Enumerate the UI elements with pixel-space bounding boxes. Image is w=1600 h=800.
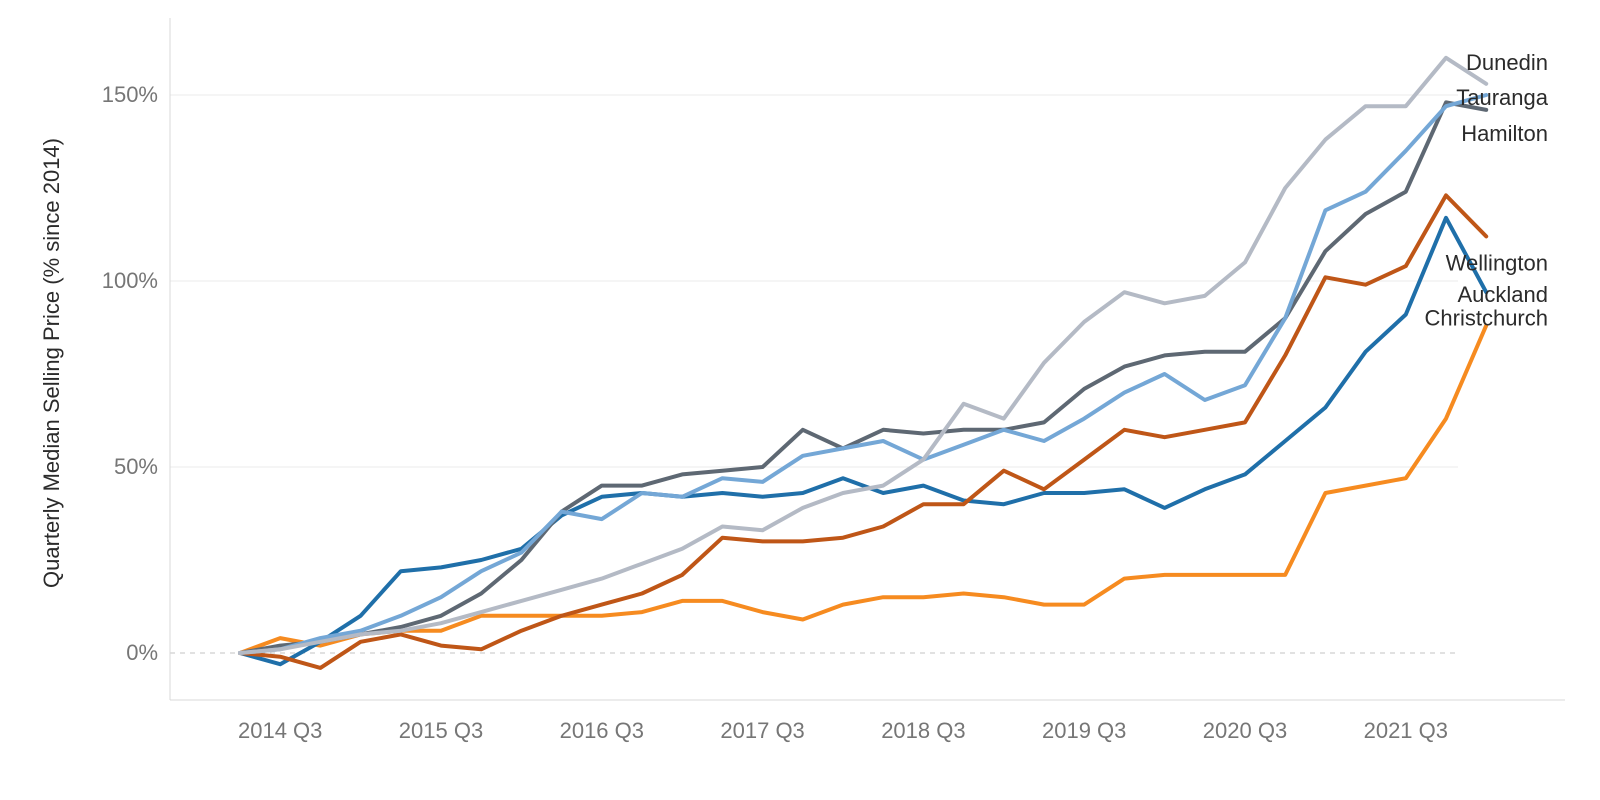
x-tick-label: 2019 Q3: [1042, 718, 1126, 743]
series-label-tauranga: Tauranga: [1456, 85, 1549, 110]
y-tick-label: 0%: [126, 640, 158, 665]
series-line-hamilton[interactable]: [238, 100, 1489, 655]
y-tick-label: 50%: [114, 454, 158, 479]
x-tick-label: 2014 Q3: [238, 718, 322, 743]
series-line-wellington[interactable]: [238, 193, 1489, 670]
y-tick-label: 150%: [102, 82, 158, 107]
series-label-auckland: Auckland: [1457, 282, 1548, 307]
x-tick-label: 2021 Q3: [1364, 718, 1448, 743]
x-tick-label: 2016 Q3: [560, 718, 644, 743]
series-line-tauranga[interactable]: [238, 93, 1489, 655]
series-line-auckland[interactable]: [238, 215, 1489, 667]
series-line-christchurch[interactable]: [238, 323, 1489, 655]
series-line-dunedin[interactable]: [238, 55, 1489, 655]
series-label-dunedin: Dunedin: [1466, 50, 1548, 75]
x-tick-label: 2015 Q3: [399, 718, 483, 743]
series-label-wellington: Wellington: [1446, 250, 1548, 275]
y-tick-label: 100%: [102, 268, 158, 293]
x-tick-label: 2018 Q3: [881, 718, 965, 743]
x-tick-label: 2017 Q3: [720, 718, 804, 743]
series-label-christchurch: Christchurch: [1425, 306, 1548, 331]
x-tick-label: 2020 Q3: [1203, 718, 1287, 743]
series-label-hamilton: Hamilton: [1461, 121, 1548, 146]
